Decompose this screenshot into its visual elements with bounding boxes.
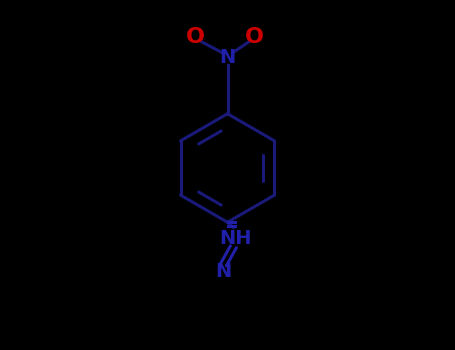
Text: N: N <box>215 262 232 281</box>
Text: NH: NH <box>219 229 252 247</box>
Text: O: O <box>245 27 264 47</box>
Text: N: N <box>219 48 236 67</box>
Text: O: O <box>186 27 204 47</box>
